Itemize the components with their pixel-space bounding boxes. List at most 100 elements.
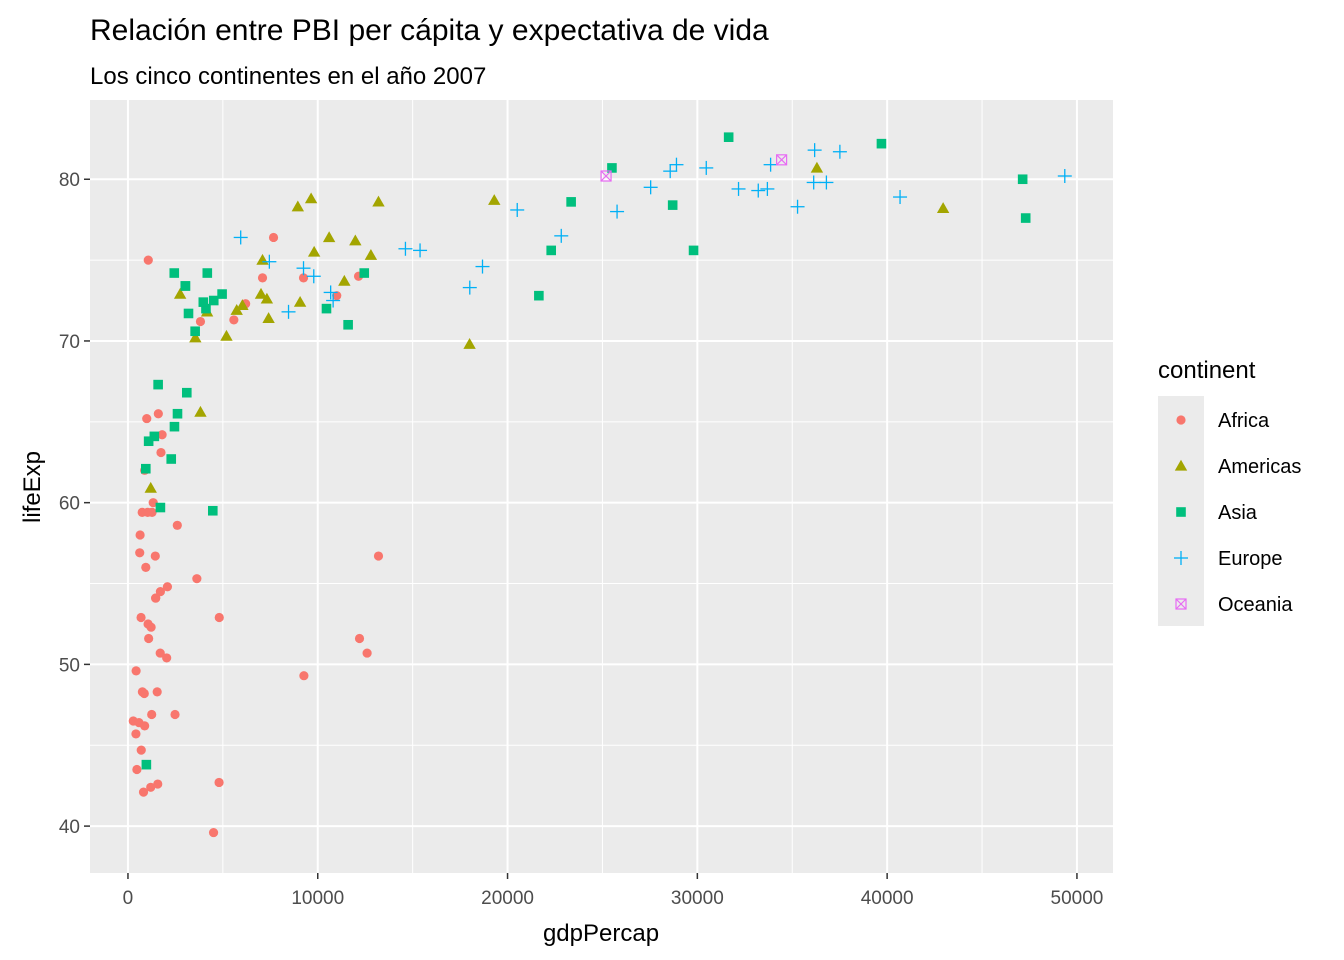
x-tick-label: 20000 xyxy=(481,888,534,909)
data-point-africa xyxy=(155,587,166,597)
data-point-asia xyxy=(667,200,678,210)
data-point-europe xyxy=(610,204,625,219)
data-point-americas xyxy=(262,312,275,323)
data-point-asia xyxy=(208,295,219,306)
data-point-americas xyxy=(372,195,385,207)
data-point-asia xyxy=(217,289,227,299)
data-point-americas xyxy=(291,200,305,212)
data-point-americas xyxy=(810,161,824,173)
data-point-africa xyxy=(141,562,151,572)
data-point-europe xyxy=(663,164,678,179)
legend-label-europe: Europe xyxy=(1218,548,1283,570)
data-point-africa xyxy=(172,520,182,530)
data-point-europe xyxy=(233,230,248,245)
data-point-africa xyxy=(214,777,224,788)
y-tick-label: 50 xyxy=(59,655,80,676)
data-point-africa xyxy=(214,612,224,623)
data-point-europe xyxy=(510,202,525,217)
data-point-asia xyxy=(1020,213,1031,223)
chart-title: Relación entre PBI per cápita y expectat… xyxy=(90,14,769,47)
legend-label-americas: Americas xyxy=(1218,456,1301,478)
y-tick-label: 40 xyxy=(59,817,80,838)
data-point-asia xyxy=(166,454,177,464)
data-point-asia xyxy=(321,303,332,314)
data-point-americas xyxy=(364,249,378,260)
data-point-africa xyxy=(132,764,142,775)
legend-label-africa: Africa xyxy=(1218,410,1270,432)
data-point-americas xyxy=(304,192,318,204)
data-point-asia xyxy=(149,431,160,442)
legend-key-asia xyxy=(1176,507,1186,517)
data-point-africa xyxy=(354,633,365,644)
grid-lines xyxy=(90,100,1113,873)
data-point-europe xyxy=(413,243,428,258)
data-point-asia xyxy=(202,268,213,278)
data-point-africa xyxy=(144,633,154,644)
y-axis-title: lifeExp xyxy=(19,451,46,523)
data-point-americas xyxy=(173,287,187,299)
y-axis-ticks: 40 50 60 70 80 xyxy=(59,170,90,838)
x-tick-label: 10000 xyxy=(291,888,344,909)
data-point-africa xyxy=(157,430,167,440)
data-point-africa xyxy=(142,413,152,424)
legend-key-europe xyxy=(1174,551,1188,565)
data-point-europe xyxy=(751,183,766,198)
y-tick-label: 80 xyxy=(59,170,80,191)
data-point-asia xyxy=(155,502,166,513)
data-point-americas xyxy=(230,304,243,315)
data-point-africa xyxy=(147,709,157,720)
data-point-europe xyxy=(326,293,341,308)
x-tick-label: 50000 xyxy=(1051,888,1104,909)
data-point-africa xyxy=(229,315,239,325)
data-point-americas xyxy=(189,331,202,343)
data-point-africa xyxy=(151,593,161,603)
data-point-europe xyxy=(306,269,321,284)
data-point-africa xyxy=(162,582,173,592)
data-point-asia xyxy=(169,268,180,278)
data-point-asia xyxy=(169,421,180,432)
legend-key-africa xyxy=(1176,415,1186,425)
data-point-europe xyxy=(760,181,775,196)
data-point-americas xyxy=(488,194,501,205)
data-point-europe xyxy=(819,175,834,190)
data-point-africa xyxy=(170,709,180,720)
data-point-africa xyxy=(131,729,141,739)
data-point-asia xyxy=(607,163,617,173)
data-point-asia xyxy=(201,303,211,314)
data-point-asia xyxy=(546,245,557,256)
data-point-africa xyxy=(135,530,145,540)
data-point-asia xyxy=(723,132,734,142)
data-point-africa xyxy=(152,687,162,697)
data-point-europe xyxy=(475,259,490,274)
data-point-americas xyxy=(194,405,207,417)
legend-key-americas xyxy=(1174,459,1188,471)
data-point-asia xyxy=(172,408,183,419)
x-axis-title: gdpPercap xyxy=(543,920,659,947)
data-point-africa xyxy=(195,316,206,327)
x-tick-label: 0 xyxy=(123,888,134,909)
data-point-africa xyxy=(138,787,149,797)
data-point-africa xyxy=(136,745,146,755)
data-point-asia xyxy=(183,308,194,319)
data-point-africa xyxy=(208,827,219,838)
y-tick-label: 70 xyxy=(59,332,80,353)
data-point-asia xyxy=(190,326,200,337)
legend-key-oceania xyxy=(1175,598,1187,610)
data-point-americas xyxy=(260,292,274,304)
x-tick-label: 40000 xyxy=(861,888,914,909)
data-point-africa xyxy=(257,273,268,283)
plot-panel xyxy=(90,100,1113,873)
data-point-asia xyxy=(143,436,154,447)
data-point-africa xyxy=(332,291,342,301)
data-point-africa xyxy=(162,653,172,663)
data-point-europe xyxy=(832,144,847,159)
data-points xyxy=(128,132,1072,838)
data-point-asia xyxy=(534,290,544,301)
legend-title: continent xyxy=(1158,357,1256,384)
data-point-europe xyxy=(398,241,413,256)
data-point-africa xyxy=(156,447,166,458)
data-point-americas xyxy=(293,295,307,307)
data-point-africa xyxy=(153,409,163,419)
data-point-africa xyxy=(143,619,153,629)
